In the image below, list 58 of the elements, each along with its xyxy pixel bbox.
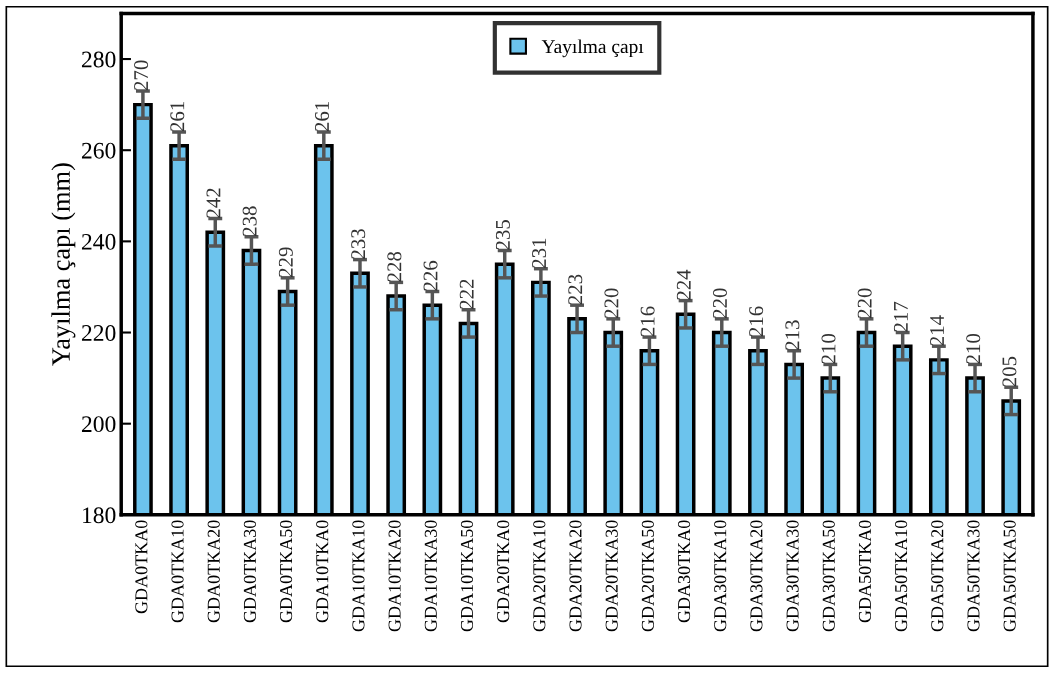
x-tick-label: GDA30TKA20	[750, 520, 763, 632]
y-tick-label: 240	[81, 233, 116, 250]
x-tick-label: GDA50TKA10	[895, 520, 908, 632]
y-tick-label: 200	[81, 416, 116, 433]
x-tick-label: GDA10TKA20	[388, 520, 401, 632]
y-axis-title: Yayılma çapı (mm)	[51, 163, 76, 366]
x-tick-label: GDA30TKA10	[714, 520, 727, 632]
data-label: 223	[568, 274, 583, 305]
data-label: 238	[242, 206, 257, 236]
x-tick-label: GDA20TKA10	[533, 520, 546, 632]
y-tick-label: 280	[81, 51, 116, 68]
x-tick-label: GDA20TKA30	[605, 520, 618, 632]
data-label: 216	[640, 306, 655, 337]
x-tick-label: GDA0TKA30	[243, 520, 256, 623]
x-tick-label: GDA50TKA20	[931, 520, 944, 632]
x-tick-label: GDA30TKA0	[677, 520, 691, 623]
data-label: 210	[821, 333, 836, 364]
x-tick-label: GDA10TKA0	[316, 520, 329, 623]
data-label: 226	[423, 260, 438, 291]
x-tick-label: GDA30TKA30	[786, 520, 799, 632]
x-tick-label: GDA0TKA10	[171, 520, 184, 623]
data-label: 217	[893, 301, 908, 332]
y-tick-label: 180	[83, 507, 116, 524]
x-tick-label: GDA0TKA50	[279, 520, 293, 623]
x-tick-label: GDA50TKA0	[858, 520, 872, 623]
data-label: 242	[206, 188, 221, 218]
y-tick-label: 220	[81, 325, 116, 341]
data-label: 213	[785, 320, 800, 350]
data-label: 216	[749, 306, 764, 337]
data-label: 228	[387, 251, 402, 282]
x-tick-label: GDA20TKA0	[497, 520, 510, 623]
x-tick-label: GDA20TKA20	[569, 520, 582, 632]
x-tick-label: GDA0TKA0	[135, 520, 148, 614]
data-label: 231	[532, 238, 547, 268]
data-label: 261	[170, 101, 185, 132]
x-tick-label: GDA0TKA20	[207, 520, 220, 623]
data-label: 220	[712, 288, 727, 318]
data-label: 270	[134, 60, 149, 91]
data-label: 235	[495, 220, 510, 250]
data-label: 224	[676, 269, 691, 300]
data-label: 220	[857, 288, 872, 318]
x-tick-label: GDA10TKA30	[424, 520, 437, 632]
data-label: 210	[966, 333, 981, 364]
x-tick-label: GDA50TKA30	[967, 520, 980, 632]
x-tick-label: GDA20TKA50	[641, 520, 654, 632]
y-tick-label: 260	[81, 142, 116, 159]
data-label: 222	[459, 279, 474, 309]
data-label: 229	[278, 247, 293, 277]
data-label: 220	[604, 288, 619, 318]
data-label: 261	[315, 101, 330, 132]
legend-label: Yayılma çapı	[541, 39, 644, 58]
data-label: 233	[351, 229, 366, 259]
x-tick-label: GDA10TKA50	[460, 520, 474, 632]
x-tick-label: GDA30TKA50	[822, 520, 835, 632]
data-label: 214	[930, 315, 944, 346]
x-tick-label: GDA50TKA50	[1003, 520, 1016, 632]
x-tick-label: GDA10TKA10	[352, 520, 365, 632]
data-label: 205	[1002, 356, 1017, 387]
